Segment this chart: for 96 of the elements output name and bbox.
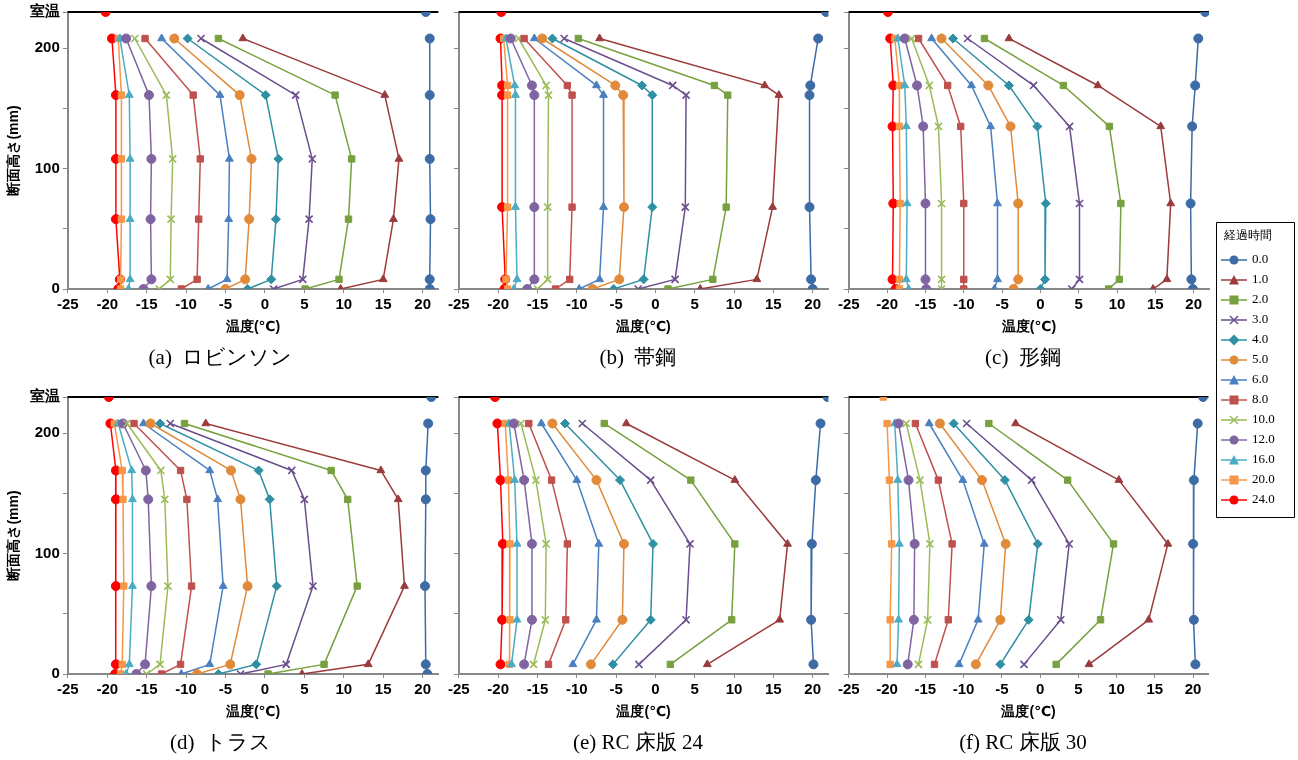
x-tick-label: -25 xyxy=(448,680,470,698)
x-tick-label: -10 xyxy=(565,680,588,698)
x-tick-label: 20 xyxy=(1185,295,1203,313)
x-tick-label: 15 xyxy=(374,295,392,313)
legend-label: 10.0 xyxy=(1252,411,1275,427)
x-tick-label: 5 xyxy=(300,680,309,698)
x-tick-label: 5 xyxy=(1074,295,1083,313)
x-tick-label: -15 xyxy=(914,295,937,313)
x-tick-label: 10 xyxy=(725,680,743,698)
y-axis-title: 断面高さ(mm) xyxy=(5,490,22,581)
x-tick-label: 10 xyxy=(725,295,743,313)
y-tick-label: 室温 xyxy=(29,387,60,405)
legend-label: 0.0 xyxy=(1252,251,1269,267)
x-tick-label: 10 xyxy=(1108,680,1125,698)
x-tick-label: 15 xyxy=(374,680,392,698)
x-tick-label: 0 xyxy=(260,680,270,698)
x-tick-label: -25 xyxy=(448,295,470,313)
x-axis-title: 温度(℃) xyxy=(224,318,281,335)
legend-label: 8.0 xyxy=(1252,391,1269,407)
x-tick-label: -10 xyxy=(565,295,588,313)
legend-label: 1.0 xyxy=(1252,271,1269,287)
text: (b) 帯鋼 xyxy=(599,344,677,369)
y-axis-title: 断面高さ(mm) xyxy=(5,105,22,196)
x-tick-label: 20 xyxy=(804,680,822,698)
x-tick-label: -25 xyxy=(56,295,79,313)
x-tick-label: 0 xyxy=(651,680,660,698)
x-tick-label: -10 xyxy=(175,680,197,698)
y-tick-label: 100 xyxy=(34,543,60,561)
x-tick-label: -10 xyxy=(175,295,197,313)
x-tick-label: 10 xyxy=(1108,295,1126,313)
x-tick-label: -15 xyxy=(526,295,549,313)
x-tick-label: 10 xyxy=(335,295,353,313)
x-tick-label: -5 xyxy=(995,295,1009,313)
legend-label: 6.0 xyxy=(1252,371,1269,387)
legend-label: 12.0 xyxy=(1252,431,1275,447)
legend-label: 4.0 xyxy=(1252,331,1269,347)
x-tick-label: 0 xyxy=(651,295,660,313)
legend-label: 24.0 xyxy=(1252,491,1275,507)
x-tick-label: -25 xyxy=(838,680,860,698)
x-axis-title: 温度(℃) xyxy=(615,703,671,720)
x-tick-label: 0 xyxy=(1035,680,1045,698)
y-tick-label: 200 xyxy=(34,38,60,56)
x-tick-label: -15 xyxy=(135,680,158,698)
x-axis-title: 温度(℃) xyxy=(1000,318,1057,335)
x-tick-label: 20 xyxy=(414,295,431,313)
legend-label: 3.0 xyxy=(1252,311,1269,327)
x-axis-title: 温度(℃) xyxy=(224,703,281,720)
x-tick-label: 15 xyxy=(765,295,782,313)
x-tick-label: -25 xyxy=(838,295,860,313)
legend-title: 経過時間 xyxy=(1223,228,1272,243)
text: (c) 形鋼 xyxy=(985,344,1061,369)
legend-label: 20.0 xyxy=(1252,471,1275,487)
y-tick-label: 0 xyxy=(51,279,60,297)
x-tick-label: 5 xyxy=(690,680,699,698)
x-tick-label: 0 xyxy=(1036,295,1045,313)
x-tick-label: 5 xyxy=(690,295,699,313)
x-tick-label: -20 xyxy=(487,680,509,698)
x-tick-label: -5 xyxy=(609,680,623,698)
x-tick-label: -5 xyxy=(218,295,233,313)
x-tick-label: -20 xyxy=(876,680,898,698)
x-tick-label: -20 xyxy=(96,295,119,313)
legend-label: 5.0 xyxy=(1252,351,1269,367)
legend-label: 16.0 xyxy=(1252,451,1275,467)
x-tick-label: -20 xyxy=(487,295,509,313)
x-tick-label: 5 xyxy=(1074,680,1083,698)
x-tick-label: 15 xyxy=(765,680,782,698)
x-tick-label: 15 xyxy=(1147,295,1164,313)
x-tick-label: 5 xyxy=(300,295,309,313)
x-axis-title: 温度(℃) xyxy=(615,318,671,335)
x-tick-label: -25 xyxy=(56,680,79,698)
x-tick-label: -15 xyxy=(914,680,937,698)
text: (a) ロビンソン xyxy=(148,344,293,369)
y-tick-label: 室温 xyxy=(29,2,60,20)
x-tick-label: -10 xyxy=(952,295,975,313)
x-tick-label: 0 xyxy=(260,295,270,313)
x-tick-label: -5 xyxy=(995,680,1009,698)
x-tick-label: -20 xyxy=(96,680,119,698)
x-tick-label: -5 xyxy=(218,680,233,698)
y-tick-label: 100 xyxy=(34,158,60,176)
x-tick-label: -5 xyxy=(609,295,623,313)
x-tick-label: -10 xyxy=(952,680,975,698)
x-tick-label: 15 xyxy=(1146,680,1164,698)
x-tick-label: 20 xyxy=(1184,680,1202,698)
x-tick-label: -20 xyxy=(876,295,898,313)
x-tick-label: 20 xyxy=(804,295,822,313)
x-axis-title: 温度(℃) xyxy=(1000,703,1056,720)
x-tick-label: 10 xyxy=(335,680,353,698)
text: (f) RC 床版 30 xyxy=(959,729,1087,754)
x-tick-label: 20 xyxy=(414,680,431,698)
text: (d) トラス xyxy=(170,729,271,754)
x-tick-label: -15 xyxy=(135,295,158,313)
x-tick-label: -15 xyxy=(526,680,549,698)
text: (e) RC 床版 24 xyxy=(572,729,704,754)
y-tick-label: 200 xyxy=(34,423,60,441)
legend-label: 2.0 xyxy=(1252,291,1269,307)
y-tick-label: 0 xyxy=(51,664,60,682)
